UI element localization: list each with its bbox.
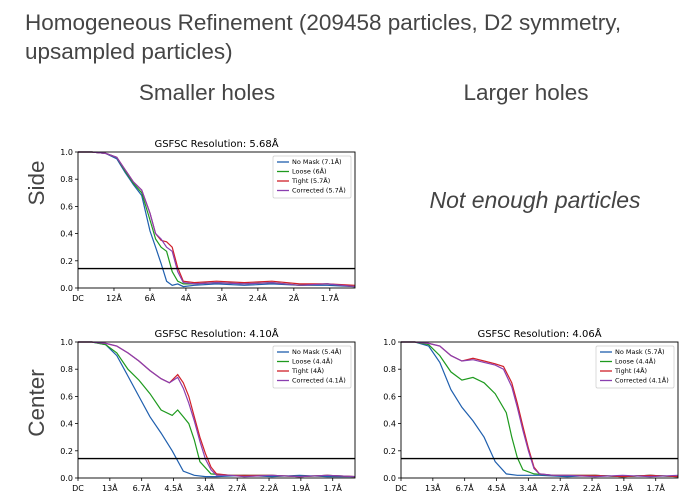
y-tick-label: 0.8 (60, 175, 73, 184)
y-tick-label: 0.0 (60, 474, 73, 483)
legend-entry: Corrected (5.7Å) (292, 186, 346, 195)
y-tick-label: 0.8 (383, 365, 396, 374)
series-line-corrected (401, 341, 679, 478)
y-tick-label: 0.6 (60, 392, 73, 401)
x-tick-label: 13Å (425, 482, 441, 493)
x-tick-label: 2Å (289, 292, 300, 303)
y-tick-label: 1.0 (383, 338, 396, 347)
y-tick-label: 0.6 (60, 202, 73, 211)
y-tick-label: 0.8 (60, 365, 73, 374)
y-tick-label: 0.2 (60, 447, 73, 456)
legend-entry: Loose (4.4Å) (292, 357, 333, 366)
y-tick-label: 0.4 (60, 230, 73, 239)
chart-title: GSFSC Resolution: 4.06Å (477, 327, 601, 340)
x-tick-label: DC (72, 294, 84, 303)
y-tick-label: 1.0 (60, 338, 73, 347)
x-tick-label: 4.5Å (487, 482, 506, 493)
x-tick-label: 2.2Å (260, 482, 279, 493)
plot-frame (77, 341, 356, 479)
plot-frame (400, 341, 679, 479)
series-line-corrected (78, 151, 356, 288)
page-title: Homogeneous Refinement (209458 particles… (25, 10, 622, 64)
legend-box (595, 345, 675, 389)
x-tick-label: 3.4Å (519, 482, 538, 493)
x-tick-label: 4Å (181, 292, 192, 303)
chart-title: GSFSC Resolution: 4.10Å (154, 327, 278, 340)
x-tick-label: 1.7Å (647, 482, 666, 493)
x-tick-label: 13Å (102, 482, 118, 493)
legend-box (272, 155, 352, 199)
x-tick-label: DC (72, 484, 84, 493)
chart-legend: No Mask (5.7Å)Loose (4.4Å)Tight (4Å)Corr… (595, 345, 675, 389)
x-tick-label: 6.7Å (456, 482, 475, 493)
x-tick-label: DC (395, 484, 407, 493)
x-tick-label: 1.7Å (324, 482, 343, 493)
x-tick-label: 2.4Å (249, 292, 268, 303)
y-tick-label: 0.2 (60, 257, 73, 266)
x-tick-label: 2.7Å (228, 482, 247, 493)
legend-entry: Loose (4.4Å) (615, 357, 656, 366)
x-tick-label: 2.7Å (551, 482, 570, 493)
x-tick-label: 4.5Å (164, 482, 183, 493)
x-tick-label: 3.4Å (196, 482, 215, 493)
x-tick-label: 3Å (217, 292, 228, 303)
x-tick-label: 1.9Å (615, 482, 634, 493)
legend-entry: Loose (6Å) (292, 167, 327, 176)
x-tick-label: 6.7Å (133, 482, 152, 493)
column-header-larger-holes: Larger holes (463, 80, 589, 105)
plot-frame (77, 151, 356, 289)
y-tick-label: 0.6 (383, 392, 396, 401)
legend-entry: Tight (4Å) (291, 366, 324, 375)
chart-legend: No Mask (7.1Å)Loose (6Å)Tight (5.7Å)Corr… (272, 155, 352, 199)
y-tick-label: 0.0 (60, 284, 73, 293)
series-line-no-mask (78, 341, 355, 478)
chart-legend: No Mask (5.4Å)Loose (4.4Å)Tight (4Å)Corr… (272, 345, 352, 389)
legend-entry: Corrected (4.1Å) (615, 376, 669, 385)
x-tick-label: 6Å (145, 292, 156, 303)
legend-entry: No Mask (5.4Å) (292, 347, 342, 356)
legend-entry: Corrected (4.1Å) (292, 376, 346, 385)
not-enough-particles-message: Not enough particles (429, 187, 641, 213)
x-tick-label: 2.2Å (583, 482, 602, 493)
series-line-corrected (78, 341, 356, 478)
x-tick-label: 1.7Å (321, 292, 340, 303)
legend-entry: Tight (4Å) (614, 366, 647, 375)
legend-entry: No Mask (5.7Å) (615, 347, 665, 356)
x-tick-label: 12Å (106, 292, 122, 303)
legend-entry: Tight (5.7Å) (291, 176, 330, 185)
fsc-chart-center-smaller: GSFSC Resolution: 4.10Å 0.0 0.2 0.4 0.6 0.8 1.… (60, 327, 356, 493)
x-tick-label: 1.9Å (292, 482, 311, 493)
chart-title: GSFSC Resolution: 5.68Å (154, 137, 278, 150)
y-tick-label: 0.4 (60, 420, 73, 429)
series-line-no-mask (78, 151, 356, 288)
fsc-chart-center-larger: GSFSC Resolution: 4.06Å 0.0 0.2 0.4 0.6 0.8 1.… (383, 327, 679, 493)
legend-entry: No Mask (7.1Å) (292, 157, 342, 166)
y-tick-label: 0.4 (383, 420, 396, 429)
legend-box (272, 345, 352, 389)
fsc-chart-side-smaller: GSFSC Resolution: 5.68Å 0.0 0.2 0.4 0.6 0.8 1.… (60, 137, 356, 303)
column-header-smaller-holes: Smaller holes (138, 80, 276, 105)
y-tick-label: 1.0 (60, 148, 73, 157)
y-tick-label: 0.0 (383, 474, 396, 483)
y-tick-label: 0.2 (383, 447, 396, 456)
